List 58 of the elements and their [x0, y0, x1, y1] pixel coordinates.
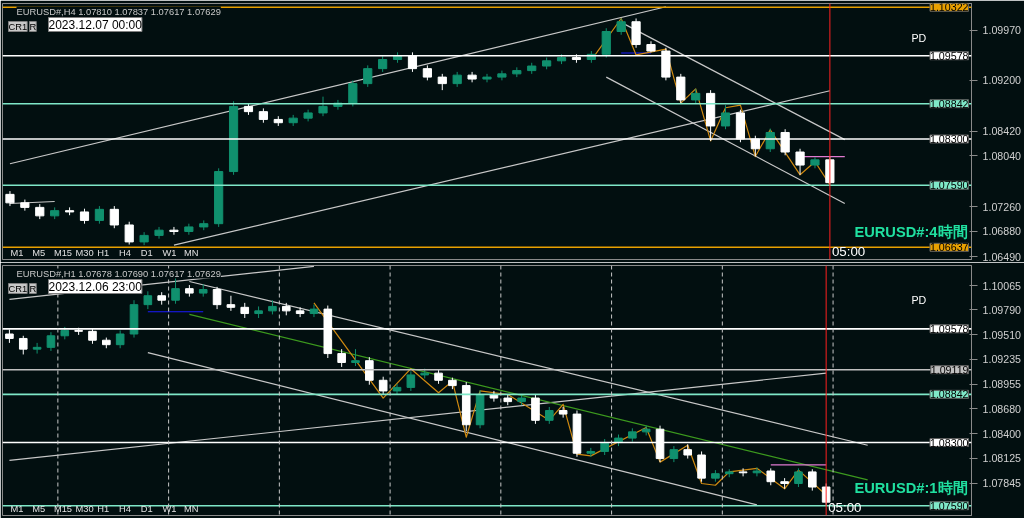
annotation: MN	[184, 503, 199, 514]
ref-line-label: 1.07590	[929, 499, 969, 512]
annotation: R	[29, 21, 37, 32]
y-tick-label: 1.08125	[982, 452, 1022, 465]
ref-line-label: 1.08842	[929, 388, 969, 401]
ref-line-label: 1.08300	[929, 436, 969, 449]
annotation: PD	[911, 31, 927, 44]
annotation: H1	[97, 503, 110, 514]
y-tick-label: 1.08400	[982, 427, 1022, 440]
y-tick-label: 1.08955	[982, 378, 1022, 391]
ref-line-label: 1.06637	[929, 241, 969, 254]
annotation: M5	[32, 247, 46, 258]
chart-title: EURUSD#,H1 1.07678 1.07690 1.07617 1.07629	[16, 268, 221, 279]
annotation: H4	[119, 247, 131, 258]
annotation: H4	[119, 503, 131, 514]
annotation: 2023.12.06 23:00	[48, 279, 143, 294]
annotation: 05:00	[831, 243, 866, 259]
chart-title: EURUSD#,H4 1.07810 1.07837 1.07617 1.07629	[16, 6, 221, 17]
annotation: M30	[75, 503, 94, 514]
y-tick-label: 1.09970	[982, 24, 1022, 37]
y-tick-label: 1.07845	[982, 477, 1022, 490]
y-tick-label: 1.09790	[982, 303, 1022, 316]
y-tick-label: 1.06880	[982, 225, 1022, 238]
annotation: M1	[10, 247, 24, 258]
ref-line-label: 1.09578	[929, 49, 969, 62]
annotation: MN	[184, 247, 199, 258]
ref-line-label: 1.09119	[930, 363, 969, 376]
y-tick-label: 1.09510	[982, 328, 1022, 341]
y-tick-label: 1.08680	[982, 402, 1022, 415]
annotation: D1	[140, 247, 153, 258]
ref-line-label: 1.09578	[929, 322, 969, 335]
annotation: 2023.12.07 00:00	[48, 17, 143, 32]
y-tick-label: 1.08420	[982, 125, 1022, 138]
ref-line-label: 1.08300	[929, 132, 969, 145]
y-tick-label: 1.08040	[982, 149, 1022, 162]
annotation: M15	[53, 503, 73, 514]
ref-line-label: 1.07590	[929, 179, 969, 192]
annotation: M30	[75, 247, 94, 258]
annotation: M1	[10, 503, 24, 514]
annotation: H1	[97, 247, 110, 258]
annotation: EURUSD#:1時間	[854, 479, 968, 496]
annotation: D1	[140, 503, 153, 514]
y-tick-label: 1.09200	[982, 74, 1022, 87]
y-tick-label: 1.06490	[982, 250, 1022, 263]
y-tick-label: 1.09235	[982, 353, 1022, 366]
ref-line-label: 1.10322	[929, 1, 969, 14]
annotation: W1	[162, 247, 177, 258]
annotation: W1	[162, 503, 177, 514]
ref-line-label: 1.08842	[929, 97, 969, 110]
annotation: CR1	[8, 283, 28, 294]
y-tick-label: 1.10065	[982, 279, 1022, 292]
annotation: M5	[32, 503, 46, 514]
annotation: EURUSD#:4時間	[854, 223, 968, 240]
y-tick-label: 1.07260	[982, 200, 1022, 213]
annotation: CR1	[8, 21, 28, 32]
annotation: R	[29, 283, 37, 294]
annotation: PD	[911, 293, 927, 306]
annotation: M15	[53, 247, 73, 258]
